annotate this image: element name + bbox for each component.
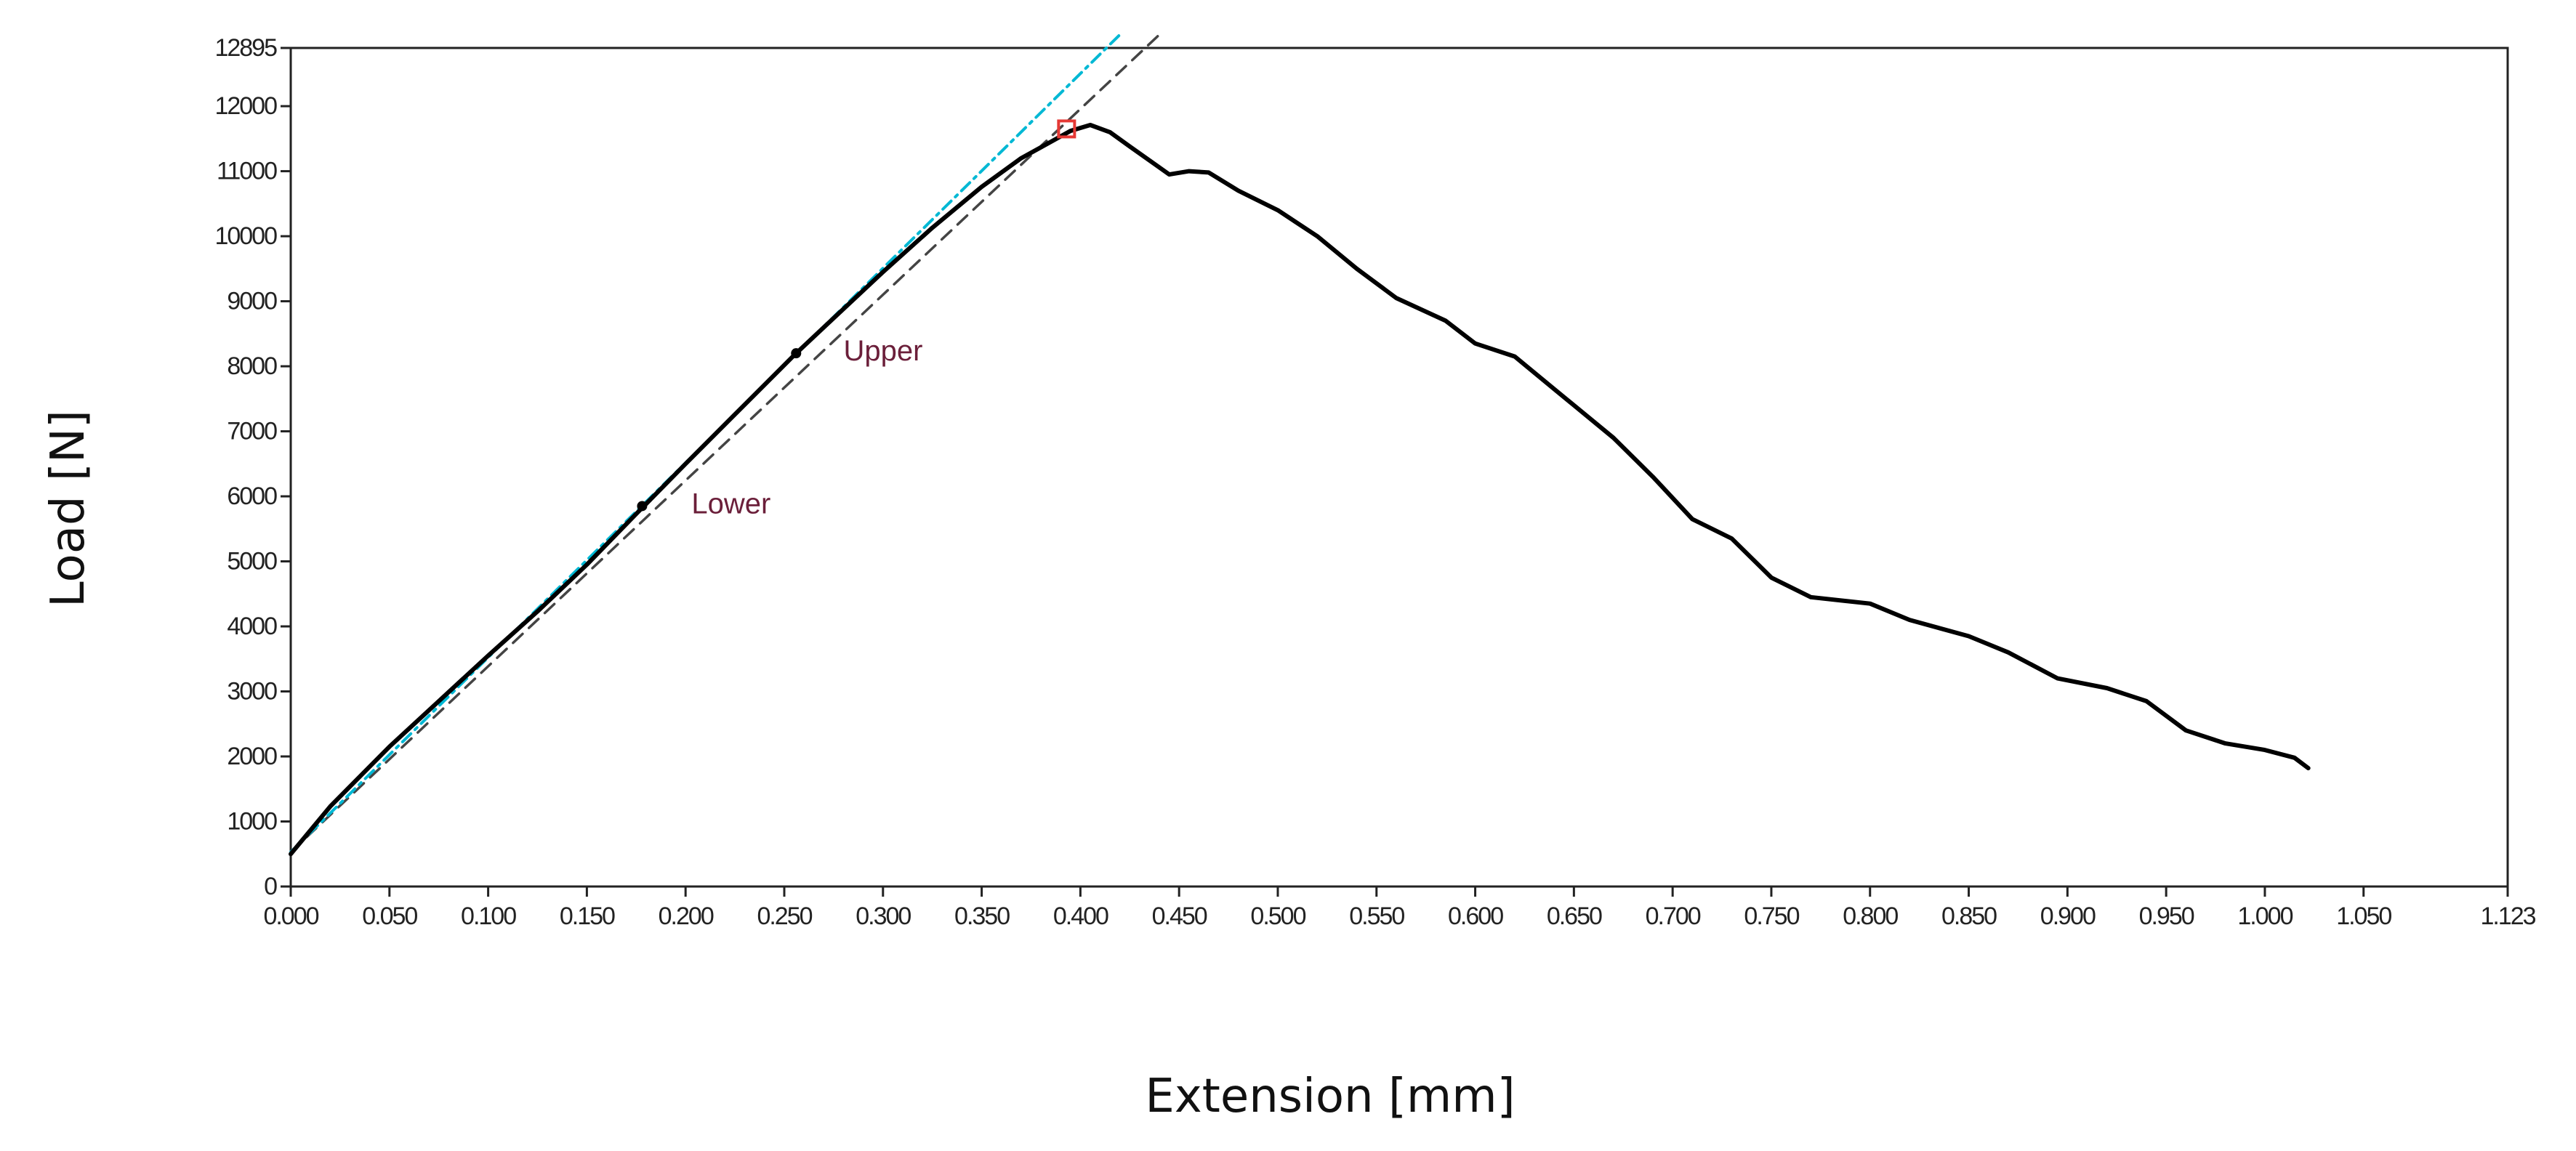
marker-layer: [637, 119, 1076, 512]
max-point: [1057, 119, 1076, 139]
y-tick-label: 11000: [217, 158, 277, 185]
x-tick-label: 0.400: [1053, 902, 1108, 930]
x-tick-label: 0.750: [1744, 902, 1799, 930]
annotation-lower: Lower: [691, 488, 770, 520]
x-tick-label: 0.600: [1448, 902, 1503, 930]
x-tick-label: 0.100: [461, 902, 516, 930]
x-tick-label: 0.550: [1349, 902, 1404, 930]
y-axis-ticks: 0 1000 2000 3000 4000 5000 6000 7000 8000 9000 100…: [214, 34, 291, 900]
x-tick-label: 1.123: [2480, 902, 2535, 930]
x-tick-label: 0.950: [2139, 902, 2194, 930]
x-tick-label: 1.050: [2336, 902, 2391, 930]
upper-point: [791, 348, 802, 359]
y-tick-label: 10000: [214, 222, 277, 250]
y-tick-label: 3000: [227, 678, 277, 706]
series-layer: [289, 33, 2311, 857]
y-axis-title: Load [N]: [41, 410, 95, 607]
x-tick-label: 0.650: [1547, 902, 1602, 930]
lower-point: [637, 501, 648, 512]
x-tick-label: 0.000: [263, 902, 318, 930]
x-axis-title: Extension [mm]: [1145, 1070, 1515, 1123]
x-tick-label: 0.700: [1646, 902, 1701, 930]
x-tick-label: 0.300: [856, 902, 911, 930]
series-offset-line: [289, 33, 1161, 854]
x-tick-label: 0.150: [560, 902, 615, 930]
annotation-layer: Lower Upper: [691, 335, 922, 520]
x-tick-label: 0.450: [1152, 902, 1207, 930]
x-tick-label: 0.200: [659, 902, 714, 930]
x-tick-label: 0.050: [362, 902, 417, 930]
x-axis-ticks: 0.000 0.050 0.100 0.150 0.200 0.250 0.300 0.350…: [263, 887, 2537, 930]
x-tick-label: 1.000: [2237, 902, 2293, 930]
x-tick-label: 0.250: [757, 902, 812, 930]
y-tick-label: 12895: [214, 34, 277, 62]
x-tick-label: 0.850: [1941, 902, 1997, 930]
y-tick-label: 7000: [227, 418, 277, 445]
y-tick-label: 4000: [227, 613, 277, 640]
y-tick-label: 8000: [227, 352, 277, 380]
y-tick-label: 1000: [227, 808, 277, 836]
y-tick-label: 6000: [227, 482, 277, 510]
x-tick-label: 0.500: [1250, 902, 1305, 930]
y-tick-label: 5000: [227, 548, 277, 576]
series-load-extension-curve: [289, 123, 2311, 857]
plot-frame: [289, 47, 2509, 888]
x-tick-label: 0.900: [2040, 902, 2096, 930]
y-tick-label: 9000: [227, 288, 277, 315]
y-tick-label: 12000: [214, 92, 277, 120]
y-tick-label: 2000: [227, 743, 277, 770]
x-tick-label: 0.800: [1843, 902, 1898, 930]
y-tick-label: 0: [264, 873, 277, 900]
x-tick-label: 0.350: [954, 902, 1010, 930]
annotation-upper: Upper: [843, 335, 922, 367]
